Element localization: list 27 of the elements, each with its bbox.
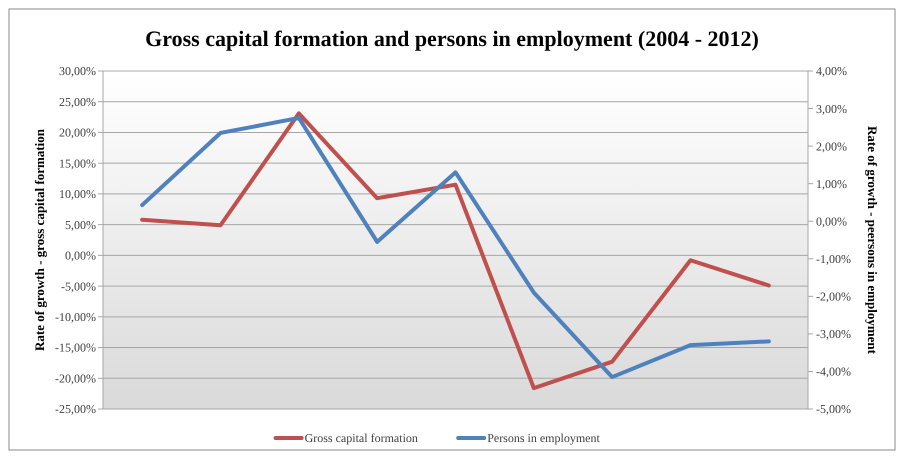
y-tick-label: -5,00% [61, 279, 96, 294]
y-tick-label: -25,00% [55, 402, 96, 416]
y2-axis-title: Rate of growth - peersons in employment [865, 126, 880, 355]
y2-tick-label: -3,00% [816, 327, 851, 342]
y2-tick-label: -2,00% [816, 290, 851, 304]
chart-title: Gross capital formation and persons in employment (2004 - 2012) [145, 26, 759, 51]
y-tick-label: 5,00% [65, 218, 96, 232]
y2-tick-label: 1,00% [816, 176, 847, 191]
y-tick-label: -10,00% [55, 310, 96, 324]
y-tick-label: 30,00% [59, 64, 96, 78]
y-axis-title: Rate of growth - gross capital formation [32, 128, 47, 351]
y2-tick-label: 4,00% [816, 64, 847, 78]
y-tick-label: 25,00% [59, 94, 96, 109]
y-tick-label: -15,00% [55, 340, 96, 355]
y2-tick-label: -4,00% [816, 364, 851, 379]
y2-tick-label: 3,00% [816, 102, 847, 116]
legend-label: Gross capital formation [304, 431, 418, 446]
y-tick-label: 10,00% [59, 187, 96, 202]
y-tick-label: 0,00% [65, 248, 96, 263]
y2-tick-label: -1,00% [816, 252, 851, 266]
y-tick-label: -20,00% [55, 371, 96, 386]
y-tick-label: 15,00% [59, 156, 96, 170]
legend-label: Persons in employment [487, 431, 601, 446]
y-tick-label: 20,00% [59, 126, 96, 140]
y2-tick-label: -5,00% [816, 402, 851, 416]
y2-tick-label: 2,00% [816, 139, 847, 154]
y2-tick-label: 0,00% [816, 214, 847, 228]
